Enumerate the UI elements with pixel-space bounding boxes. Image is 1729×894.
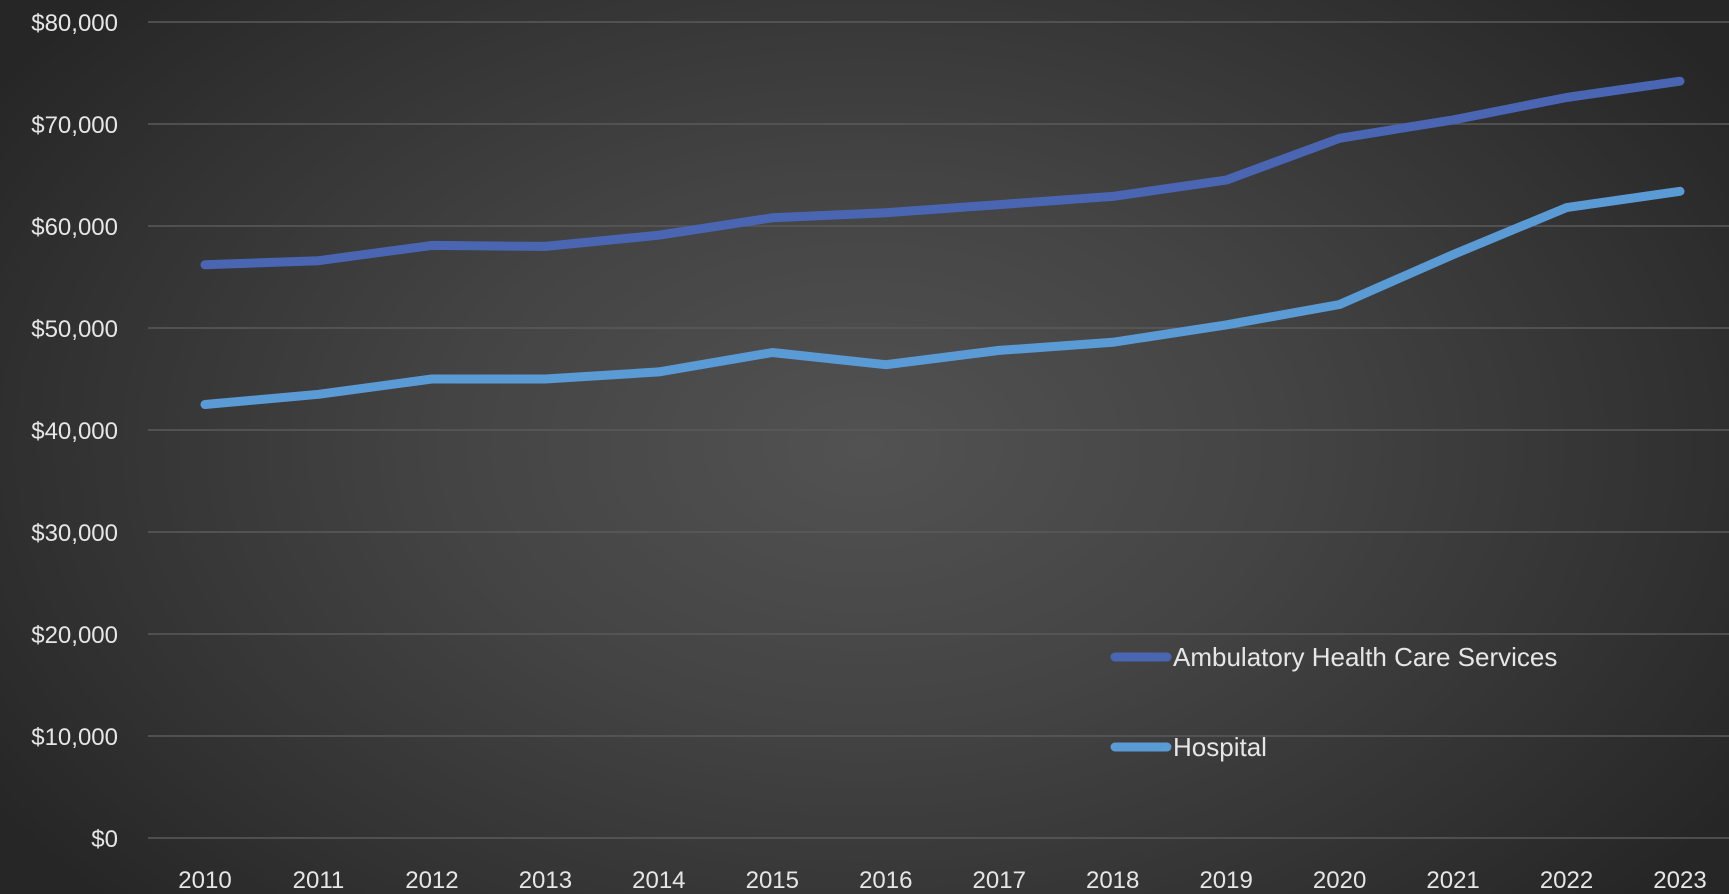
x-tick-label: 2017	[973, 867, 1026, 894]
y-tick-label: $10,000	[31, 724, 118, 751]
y-tick-label: $60,000	[31, 214, 118, 241]
legend-label: Hospital	[1173, 732, 1267, 762]
legend-item-hospital: Hospital	[1110, 732, 1267, 762]
legend-item-ambulatory-health-care-services: Ambulatory Health Care Services	[1110, 642, 1557, 672]
series-line-hospital	[200, 186, 1685, 409]
legend: Ambulatory Health Care Services Hospital	[1110, 642, 1557, 762]
series-line-ambulatory-health-care-services	[200, 76, 1685, 270]
x-tick-label: 2010	[178, 867, 231, 894]
x-tick-label: 2020	[1313, 867, 1366, 894]
x-tick-label: 2011	[293, 867, 345, 894]
y-tick-label: $70,000	[31, 112, 118, 139]
x-tick-label: 2022	[1540, 867, 1593, 894]
y-tick-label: $0	[91, 826, 118, 853]
x-tick-label: 2018	[1086, 867, 1139, 894]
y-axis-tick-labels: $0 $10,000 $20,000 $30,000 $40,000 $50,000 $60…	[31, 10, 118, 853]
legend-label: Ambulatory Health Care Services	[1173, 642, 1557, 672]
gridlines	[148, 21, 1729, 839]
x-tick-label: 2019	[1199, 867, 1252, 894]
series-lines	[200, 76, 1685, 409]
y-tick-label: $20,000	[31, 622, 118, 649]
y-tick-label: $30,000	[31, 520, 118, 547]
x-tick-label: 2015	[746, 867, 799, 894]
y-tick-label: $40,000	[31, 418, 118, 445]
x-tick-label: 2013	[519, 867, 572, 894]
x-tick-label: 2014	[632, 867, 685, 894]
x-tick-label: 2023	[1653, 867, 1706, 894]
x-tick-label: 2021	[1426, 867, 1479, 894]
y-tick-label: $80,000	[31, 10, 118, 37]
y-tick-label: $50,000	[31, 316, 118, 343]
x-axis-tick-labels: 2010 2011 2012 2013 2014 2015 2016 2017 2018 2019…	[178, 867, 1706, 894]
x-tick-label: 2016	[859, 867, 912, 894]
x-tick-label: 2012	[405, 867, 458, 894]
